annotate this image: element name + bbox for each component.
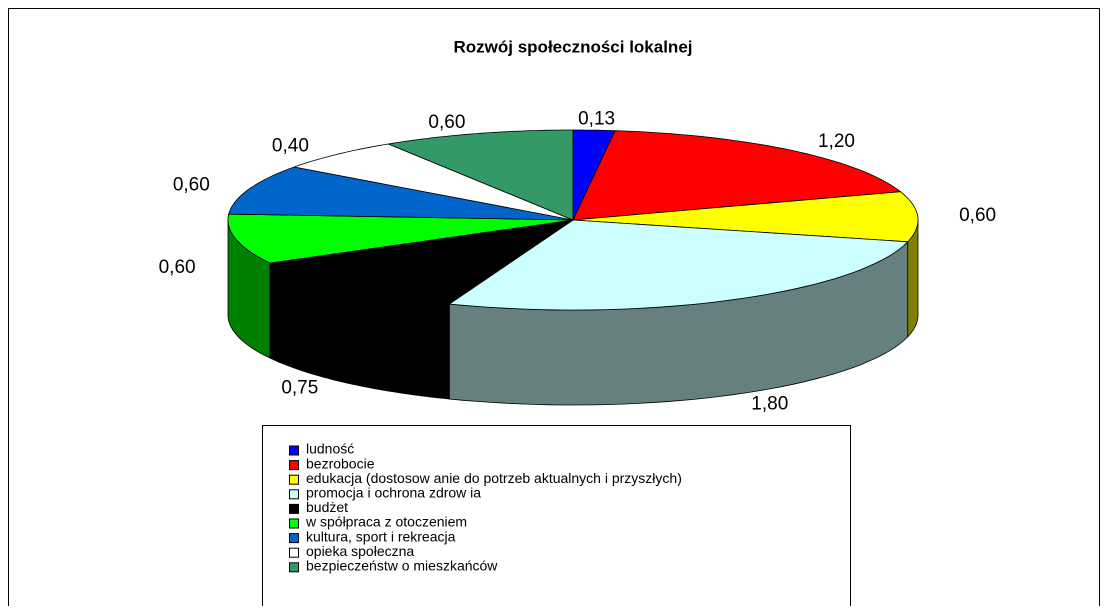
- data-label: 0,40: [272, 135, 309, 156]
- legend-swatch: [289, 503, 299, 514]
- chart-title: Rozwój społeczności lokalnej: [454, 37, 693, 56]
- legend-swatch: [289, 547, 299, 558]
- data-label: 0,13: [578, 108, 615, 129]
- data-label: 0,75: [281, 378, 318, 399]
- slice: [268, 219, 574, 305]
- legend-swatch: [289, 460, 299, 471]
- legend-label: budżet: [306, 499, 348, 515]
- data-label: 0,60: [159, 257, 196, 278]
- legend-swatch: [289, 489, 299, 500]
- data-label: 1,20: [818, 131, 855, 152]
- legend-swatch: [289, 445, 299, 456]
- legend-label: bezrobocie: [306, 455, 375, 471]
- data-label: 0,60: [173, 175, 210, 196]
- slice: [228, 166, 574, 221]
- legend-swatch: [289, 518, 299, 529]
- legend-swatch: [289, 533, 299, 544]
- legend-label: w spółpraca z otoczeniem: [305, 514, 467, 530]
- slice: [387, 129, 574, 221]
- legend-label: promocja i ochrona zdrow ia: [306, 485, 481, 501]
- legend-label: edukacja (dostosow anie do potrzeb aktua…: [306, 470, 682, 486]
- legend-label: opieka społeczna: [306, 543, 414, 559]
- legend-label: bezpieczeństw o mieszkańców: [306, 558, 498, 574]
- legend: [262, 425, 851, 611]
- slice: [227, 213, 574, 264]
- legend-swatch: [289, 474, 299, 485]
- legend-swatch: [289, 562, 299, 573]
- data-label: 1,80: [751, 393, 788, 414]
- legend-label: ludność: [306, 441, 354, 457]
- data-label: 0,60: [428, 112, 465, 133]
- data-label: 0,60: [959, 205, 996, 226]
- slice: [572, 130, 902, 221]
- legend-label: kultura, sport i rekreacja: [306, 528, 456, 544]
- slice: [448, 219, 909, 311]
- slice: [572, 191, 919, 243]
- slice: [292, 143, 574, 221]
